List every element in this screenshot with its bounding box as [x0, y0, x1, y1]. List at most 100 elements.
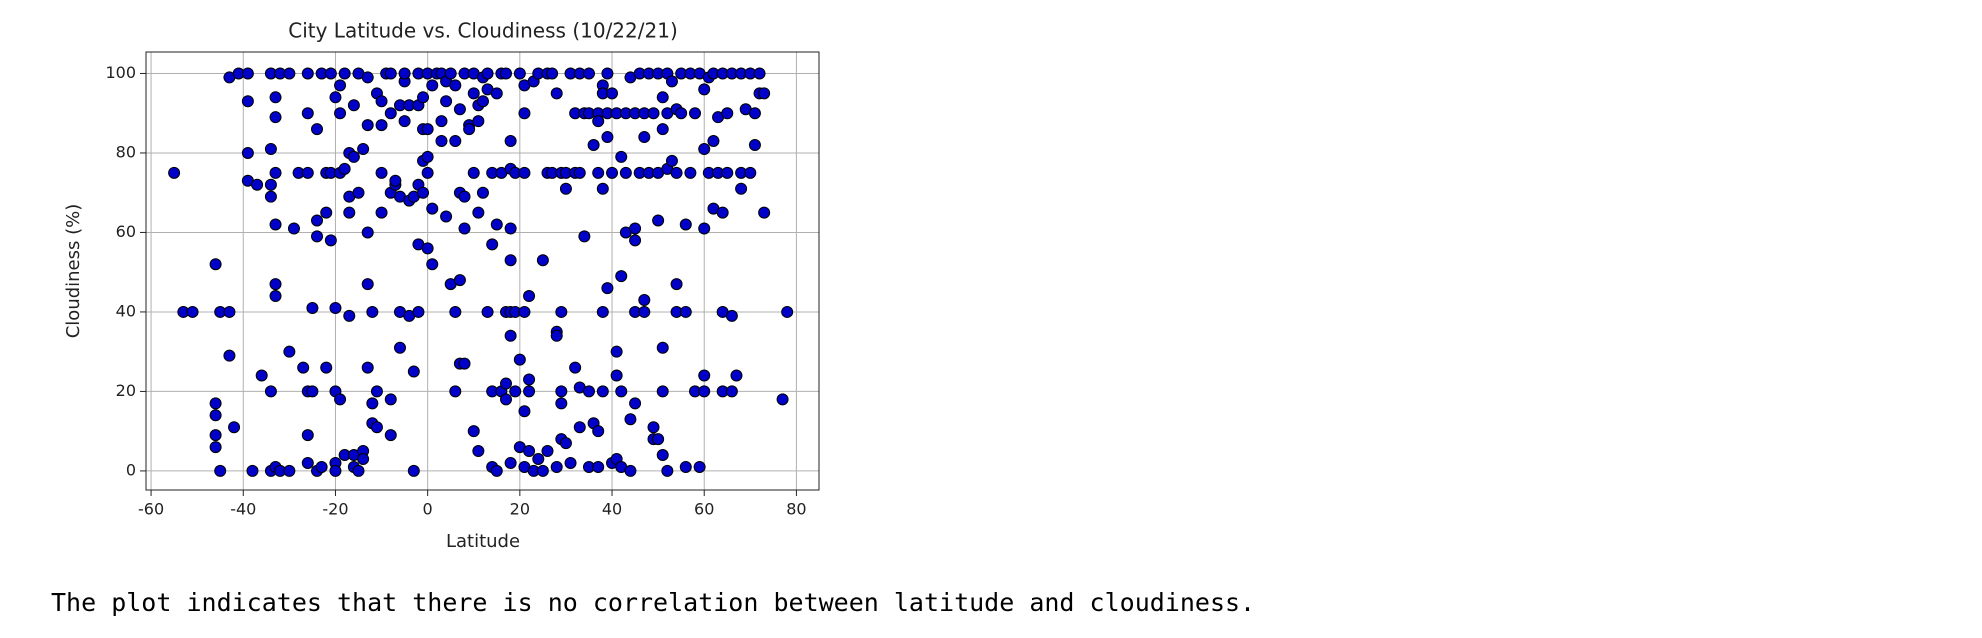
- point: [444, 67, 457, 80]
- point: [467, 166, 480, 179]
- point: [500, 377, 513, 390]
- point: [255, 369, 268, 382]
- point: [389, 174, 402, 187]
- point: [338, 162, 351, 175]
- point: [748, 139, 761, 152]
- point: [670, 166, 683, 179]
- point: [168, 166, 181, 179]
- point: [223, 349, 236, 362]
- point: [550, 329, 563, 342]
- point: [610, 345, 623, 358]
- point: [251, 178, 264, 191]
- point: [504, 254, 517, 267]
- point: [306, 385, 319, 398]
- point: [758, 87, 771, 100]
- point: [449, 385, 462, 398]
- point: [417, 91, 430, 104]
- point: [615, 270, 628, 283]
- point: [334, 79, 347, 92]
- point: [370, 421, 383, 434]
- point: [629, 222, 642, 235]
- point: [315, 460, 328, 473]
- x-axis-label: Latitude: [446, 531, 520, 552]
- point: [417, 186, 430, 199]
- point: [573, 421, 586, 434]
- point: [504, 135, 517, 148]
- point: [440, 95, 453, 108]
- point: [283, 345, 296, 358]
- y-tick-label: 40: [116, 301, 136, 320]
- point: [421, 123, 434, 136]
- point: [241, 95, 254, 108]
- point: [523, 290, 536, 303]
- point: [366, 305, 379, 318]
- point: [500, 393, 513, 406]
- y-tick-label: 100: [105, 63, 136, 82]
- point: [698, 142, 711, 155]
- point: [347, 150, 360, 163]
- point: [550, 460, 563, 473]
- point: [596, 305, 609, 318]
- point: [481, 305, 494, 318]
- point: [449, 79, 462, 92]
- point: [426, 202, 439, 215]
- point: [698, 83, 711, 96]
- point: [513, 67, 526, 80]
- point: [301, 166, 314, 179]
- point: [490, 464, 503, 477]
- point: [412, 305, 425, 318]
- point: [504, 329, 517, 342]
- point: [753, 67, 766, 80]
- point: [536, 464, 549, 477]
- point: [264, 142, 277, 155]
- point: [463, 123, 476, 136]
- point: [320, 206, 333, 219]
- point: [518, 107, 531, 120]
- y-tick-label: 20: [116, 381, 136, 400]
- point: [407, 365, 420, 378]
- point: [311, 214, 324, 227]
- point: [500, 67, 513, 80]
- point: [518, 305, 531, 318]
- point: [361, 119, 374, 132]
- point: [357, 142, 370, 155]
- point: [647, 421, 660, 434]
- point: [490, 87, 503, 100]
- point: [426, 79, 439, 92]
- point: [744, 166, 757, 179]
- point: [264, 178, 277, 191]
- point: [619, 166, 632, 179]
- point: [297, 361, 310, 374]
- point: [338, 67, 351, 80]
- point: [725, 309, 738, 322]
- point: [569, 361, 582, 374]
- point: [246, 464, 259, 477]
- point: [209, 429, 222, 442]
- point: [518, 405, 531, 418]
- point: [375, 166, 388, 179]
- point: [721, 107, 734, 120]
- point: [592, 460, 605, 473]
- point: [209, 397, 222, 410]
- point: [269, 166, 282, 179]
- y-tick-label: 80: [116, 142, 136, 161]
- point: [698, 222, 711, 235]
- point: [689, 107, 702, 120]
- point: [665, 154, 678, 167]
- point: [449, 305, 462, 318]
- point: [398, 115, 411, 128]
- point: [209, 409, 222, 422]
- point: [615, 150, 628, 163]
- point: [264, 190, 277, 203]
- point: [559, 437, 572, 450]
- point: [601, 131, 614, 144]
- point: [214, 464, 227, 477]
- point: [559, 182, 572, 195]
- point: [656, 385, 669, 398]
- point: [228, 421, 241, 434]
- point: [375, 119, 388, 132]
- x-tick-label: 40: [602, 500, 622, 519]
- point: [601, 67, 614, 80]
- point: [453, 274, 466, 287]
- point: [458, 190, 471, 203]
